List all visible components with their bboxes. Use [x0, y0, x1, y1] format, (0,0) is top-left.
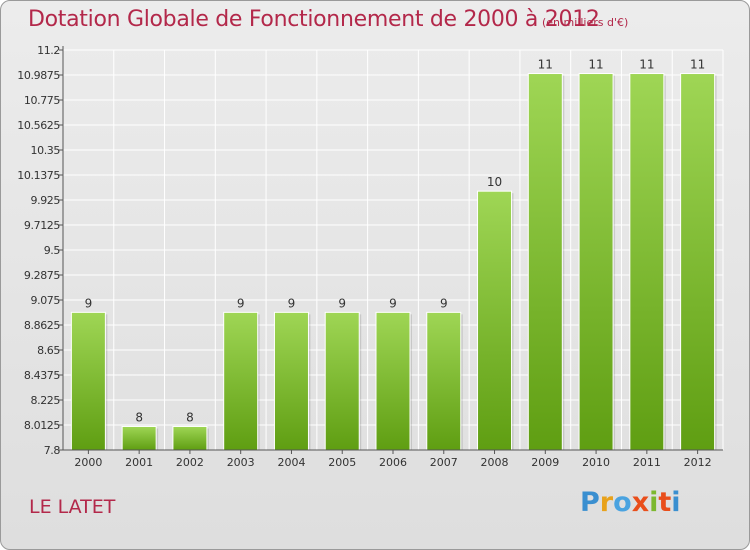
x-tick-label: 2011 — [633, 456, 661, 469]
x-tick-label: 2012 — [684, 456, 712, 469]
y-tick-label: 9.075 — [31, 294, 61, 307]
y-tick-label: 8.4375 — [24, 369, 60, 382]
x-tick-label: 2008 — [481, 456, 509, 469]
y-tick-label: 7.8 — [44, 444, 61, 457]
data-label: 8 — [135, 410, 143, 424]
logo-letter: i — [649, 487, 659, 518]
bar — [223, 311, 259, 451]
logo-letter: o — [613, 487, 632, 518]
data-label: 9 — [338, 296, 346, 310]
data-label: 11 — [588, 58, 603, 72]
data-label: 9 — [288, 296, 296, 310]
logo-letter: r — [599, 487, 614, 518]
y-tick-label: 9.5 — [44, 244, 61, 257]
x-tick-label: 2002 — [176, 456, 204, 469]
y-tick-label: 9.2875 — [24, 269, 60, 282]
y-tick-label: 9.925 — [31, 194, 61, 207]
bar — [70, 311, 106, 451]
x-tick-label: 2003 — [227, 456, 255, 469]
y-tick-label: 8.225 — [31, 394, 61, 407]
x-tick-label: 2009 — [531, 456, 559, 469]
location-name: LE LATET — [29, 496, 116, 518]
bar — [172, 425, 208, 451]
y-tick-label: 10.1375 — [17, 169, 60, 182]
logo-letter: x — [631, 487, 650, 518]
x-tick-label: 2005 — [328, 456, 356, 469]
y-tick-label: 10.775 — [24, 94, 60, 107]
bar — [375, 311, 411, 451]
bar — [426, 311, 462, 451]
data-label: 9 — [85, 296, 93, 310]
bar — [680, 73, 716, 451]
bar — [324, 311, 360, 451]
data-label: 11 — [639, 58, 654, 72]
logo-letter: t — [658, 487, 672, 518]
x-tick-label: 2004 — [277, 456, 305, 469]
data-label: 9 — [440, 296, 448, 310]
y-tick-label: 9.7125 — [24, 219, 60, 232]
bar — [629, 73, 665, 451]
data-label: 9 — [389, 296, 397, 310]
bar — [527, 73, 563, 451]
x-tick-label: 2000 — [74, 456, 102, 469]
y-tick-label: 11.2 — [37, 44, 60, 57]
y-tick-label: 10.5625 — [17, 119, 60, 132]
bar — [273, 311, 309, 451]
y-tick-label: 10.35 — [31, 144, 61, 157]
bar — [578, 73, 614, 451]
x-tick-label: 2010 — [582, 456, 610, 469]
data-label: 11 — [538, 58, 553, 72]
y-tick-label: 8.0125 — [24, 419, 60, 432]
proxiti-logo[interactable]: Proxiti — [580, 487, 681, 518]
data-label: 9 — [237, 296, 245, 310]
y-tick-label: 10.9875 — [17, 69, 60, 82]
x-axis-ticks: 2000 2001 2002 2003 2004 2005 2006 2007 2008 2009… — [74, 450, 712, 469]
logo-letter: i — [671, 487, 681, 518]
chart-title: Dotation Globale de Fonctionnement de 20… — [28, 7, 600, 32]
y-axis-ticks: 7.8 8.0125 8.225 8.4375 8.65 8.8625 9.075 9.287… — [17, 44, 63, 457]
logo-letter: P — [580, 487, 600, 518]
chart-subtitle: (en milliers d'€) — [542, 16, 629, 29]
y-tick-label: 8.8625 — [24, 319, 60, 332]
x-tick-label: 2007 — [430, 456, 458, 469]
y-tick-label: 8.65 — [37, 344, 60, 357]
data-label: 10 — [487, 175, 502, 189]
data-label: 8 — [186, 410, 194, 424]
x-tick-label: 2001 — [125, 456, 153, 469]
x-tick-label: 2006 — [379, 456, 407, 469]
data-label: 11 — [690, 58, 705, 72]
axes — [62, 46, 723, 451]
data-labels: 9 8 8 9 9 9 9 9 10 11 11 11 11 — [85, 58, 706, 425]
bars — [70, 73, 717, 451]
bar — [121, 425, 157, 451]
bar — [477, 190, 513, 451]
